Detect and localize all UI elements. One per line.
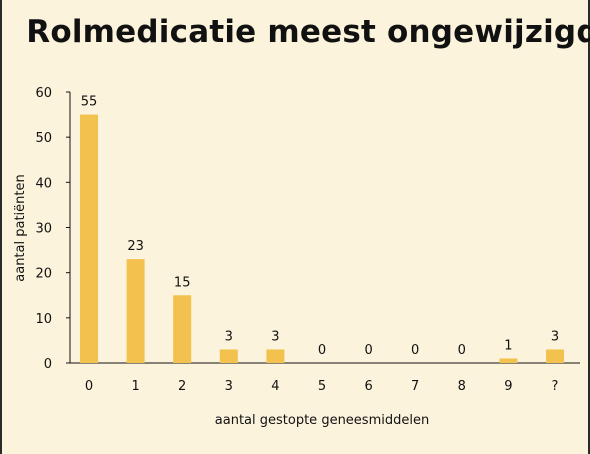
- value-label: 23: [127, 239, 144, 254]
- value-label: 0: [411, 343, 419, 358]
- y-axis-ticks: 0 10 20 30 40 50 60: [35, 86, 70, 372]
- y-tick-label: 60: [35, 86, 52, 101]
- value-label: 55: [81, 95, 98, 110]
- value-label: 0: [318, 343, 326, 358]
- y-axis-title: aantal patiënten: [13, 174, 28, 281]
- y-tick-label: 50: [35, 131, 52, 146]
- x-axis-ticks: 0 1 2 3 4 5 6 7 8 9?: [85, 379, 559, 394]
- bar-?: [546, 349, 564, 363]
- value-label: 1: [504, 338, 512, 353]
- y-tick-label: 20: [35, 267, 52, 282]
- bar-9: [499, 358, 518, 363]
- bar-4: [266, 349, 285, 363]
- value-label: 3: [225, 329, 233, 344]
- x-tick-label: 9: [504, 379, 512, 394]
- bar-0: [80, 114, 98, 363]
- bar-1: [126, 259, 145, 363]
- y-tick-label: 10: [35, 312, 52, 327]
- bars: 55 23 15 3 3 0 0 0 0 1 3: [80, 95, 564, 363]
- x-tick-label: 6: [364, 379, 372, 394]
- x-tick-label: ?: [552, 379, 559, 394]
- y-tick-label: 0: [44, 357, 52, 372]
- value-label: 0: [364, 343, 372, 358]
- bar-3: [219, 349, 238, 363]
- x-tick-label: 3: [225, 379, 233, 394]
- x-tick-label: 4: [271, 379, 279, 394]
- value-label: 15: [174, 275, 191, 290]
- x-axis-title: aantal gestopte geneesmiddelen: [215, 413, 429, 428]
- x-tick-label: 1: [131, 379, 139, 394]
- value-label: 3: [271, 329, 279, 344]
- y-tick-label: 40: [35, 176, 52, 191]
- x-tick-label: 0: [85, 379, 93, 394]
- value-label: 0: [458, 343, 466, 358]
- x-tick-label: 8: [458, 379, 466, 394]
- bar-2: [173, 295, 192, 363]
- x-tick-label: 5: [318, 379, 326, 394]
- value-label: 3: [551, 329, 559, 344]
- chart-title: Rolmedicatie meest ongewijzigd: [26, 14, 590, 50]
- x-tick-label: 2: [178, 379, 186, 394]
- y-tick-label: 30: [35, 222, 52, 237]
- x-tick-label: 7: [411, 379, 419, 394]
